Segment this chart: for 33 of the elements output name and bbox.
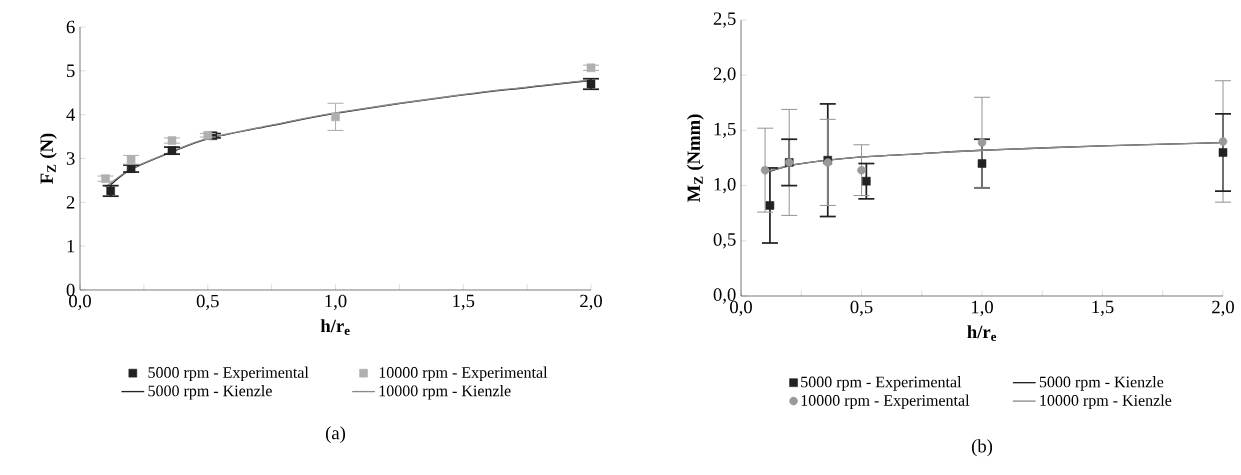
y-tick-label: 3 bbox=[66, 152, 75, 165]
text: (a) bbox=[325, 426, 346, 444]
y-tick-label: 5 bbox=[67, 64, 75, 78]
legend-label: 10000 rpm - Kienzle bbox=[1040, 394, 1172, 410]
x-axis-title: h/r$_{e}$ bbox=[967, 325, 997, 342]
legend-label: 5000 rpm - Experimental bbox=[148, 366, 309, 382]
legend-label: 10000 rpm - Experimental bbox=[801, 394, 970, 410]
x-tick-label: 1,5 bbox=[453, 294, 475, 310]
x-tick-label: 0,5 bbox=[196, 294, 219, 310]
y-tick-label: 6 bbox=[66, 20, 75, 34]
y-tick-label: 2,0 bbox=[713, 67, 736, 83]
x-axis-title: h/r$_{e}$ bbox=[320, 319, 350, 336]
y-axis-title: M$_{Z}$ (Nmm) bbox=[686, 114, 704, 203]
y-tick-label: 1,5 bbox=[714, 122, 736, 138]
x-tick-label: 1,0 bbox=[971, 300, 993, 316]
x-tick-label: 1,0 bbox=[325, 294, 347, 310]
legend-label: 10000 rpm - Kienzle bbox=[379, 385, 511, 400]
x-tick-label: 2,0 bbox=[580, 294, 602, 310]
y-axis-title: F$_{Z}$ (N) bbox=[39, 133, 57, 184]
y-tick-label: 1,0 bbox=[714, 177, 736, 194]
legend-label: 5000 rpm - Experimental bbox=[801, 376, 962, 391]
y-tick-label: 1 bbox=[67, 239, 75, 253]
y-tick-label: 0,5 bbox=[713, 233, 736, 249]
x-tick-label: 1,5 bbox=[1092, 300, 1114, 316]
x-tick-label: 2,0 bbox=[1212, 300, 1234, 316]
x-tick-label: 0,5 bbox=[850, 300, 873, 316]
legend-label: 10000 rpm - Experimental bbox=[379, 366, 548, 382]
legend-label: 5000 rpm - Kienzle bbox=[1039, 376, 1164, 391]
y-tick-label: 2,5 bbox=[713, 12, 736, 28]
legend-label: 5000 rpm - Kienzle bbox=[148, 385, 272, 400]
y-tick-label: 4 bbox=[66, 108, 76, 121]
text: (b) bbox=[971, 439, 993, 457]
y-tick-label: 2 bbox=[66, 196, 75, 209]
